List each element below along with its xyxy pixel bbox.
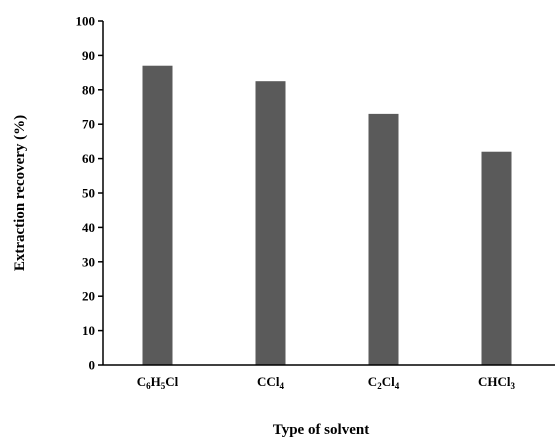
- bar-1: [255, 81, 286, 365]
- bar-3: [481, 151, 512, 365]
- x-labels-group: C6H5Cl CCl4 C2Cl4 CHCl3: [137, 374, 516, 391]
- label-subscript: 5: [161, 381, 166, 391]
- bar-0: [142, 65, 173, 365]
- label-text: Cl: [382, 374, 395, 389]
- label-text: C: [368, 374, 377, 389]
- label-subscript: 2: [377, 381, 382, 391]
- bars-group: [142, 65, 512, 365]
- y-axis-title: Extraction recovery (%): [12, 115, 28, 271]
- y-tick-label: 100: [76, 14, 96, 29]
- label-text: H: [151, 374, 161, 389]
- y-tick-label: 20: [82, 289, 95, 304]
- y-tick-label: 60: [82, 151, 95, 166]
- label-subscript: 4: [395, 381, 400, 391]
- y-tick-label: 50: [82, 186, 95, 201]
- x-axis-title: Type of solvent: [273, 422, 369, 438]
- label-text: Cl: [165, 374, 178, 389]
- y-tick-label: 70: [82, 117, 95, 132]
- y-tick-label: 80: [82, 82, 95, 97]
- bar-2: [368, 113, 399, 365]
- label-text: CCl: [257, 374, 280, 389]
- y-tick-label: 10: [82, 323, 95, 338]
- y-ticks-group: 0 10 20 30 40 50 60 70 80 90 100: [76, 14, 103, 373]
- label-subscript: 3: [511, 381, 516, 391]
- y-tick-label: 30: [82, 254, 95, 269]
- x-category-label: C2Cl4: [368, 374, 400, 391]
- label-subscript: 6: [146, 381, 151, 391]
- y-tick-label: 90: [82, 48, 95, 63]
- label-subscript: 4: [279, 381, 284, 391]
- y-tick-label: 0: [89, 358, 96, 373]
- x-category-label: CHCl3: [478, 374, 516, 391]
- x-category-label: CCl4: [257, 374, 284, 391]
- label-text: CHCl: [478, 374, 511, 389]
- y-tick-label: 40: [82, 220, 95, 235]
- x-category-label: C6H5Cl: [137, 374, 179, 391]
- label-text: C: [137, 374, 146, 389]
